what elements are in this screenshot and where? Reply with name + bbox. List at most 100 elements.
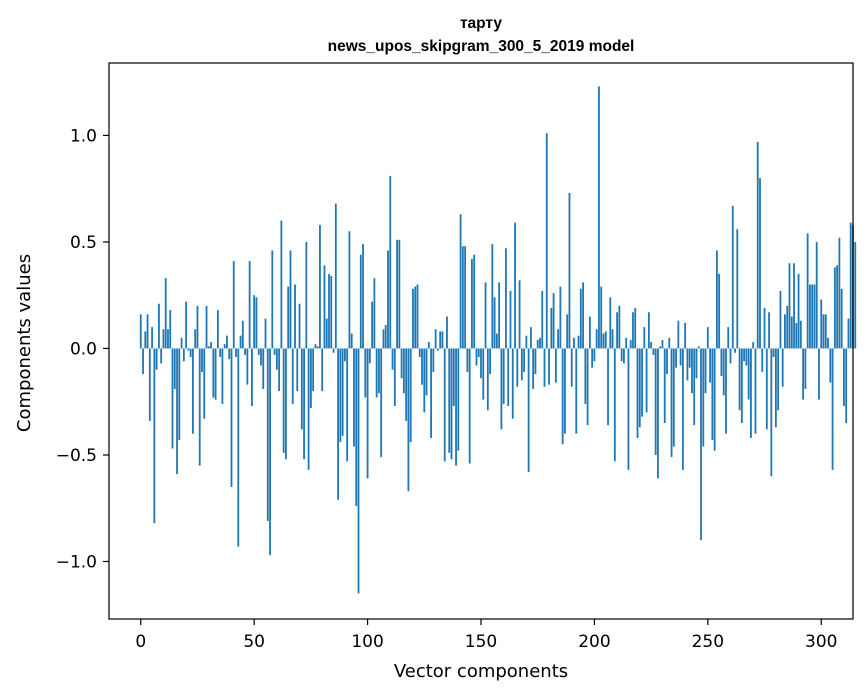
bar [384, 325, 387, 349]
bar [672, 348, 675, 447]
bar [511, 348, 514, 419]
bar [164, 278, 167, 349]
bar [178, 348, 181, 441]
bar [221, 348, 224, 404]
bar [198, 348, 201, 466]
bar [291, 348, 294, 404]
bar [838, 237, 841, 349]
bar [378, 348, 380, 394]
x-axis-ticks: 0 50 100 150 200 250 300 [135, 619, 837, 652]
bar [809, 284, 811, 349]
bar [700, 348, 702, 541]
bar [275, 348, 278, 370]
bar [520, 348, 523, 381]
bar [366, 348, 369, 479]
bar [752, 342, 755, 349]
bar [564, 348, 566, 434]
bar [382, 329, 385, 349]
bar [298, 303, 301, 349]
bar [330, 276, 333, 349]
bar [480, 348, 482, 379]
bar [321, 348, 324, 392]
bar [423, 348, 426, 413]
x-tick-label: 0 [135, 632, 146, 652]
bar [230, 348, 233, 487]
bar [616, 312, 618, 349]
bar [527, 348, 530, 473]
bar [387, 250, 389, 349]
bar [391, 348, 394, 370]
bar [750, 348, 752, 438]
bar [602, 333, 605, 349]
bar [396, 239, 398, 349]
y-axis-ticks: −1.0 −0.5 0.0 0.5 1.0 [56, 126, 109, 572]
bar [659, 346, 662, 349]
bar [793, 263, 795, 349]
bar [362, 244, 364, 349]
bar [582, 282, 584, 349]
bar [162, 329, 165, 349]
bar [539, 337, 541, 349]
bar [232, 261, 235, 349]
bar [450, 348, 453, 460]
bar [568, 192, 571, 349]
bar [355, 348, 358, 507]
bar [348, 231, 351, 349]
bar [344, 348, 346, 362]
bar [550, 307, 553, 349]
bar [831, 348, 834, 470]
bar [566, 314, 569, 349]
bar [727, 327, 730, 349]
bar [196, 305, 199, 349]
bar [824, 314, 827, 349]
bar [432, 348, 435, 372]
bar [402, 348, 405, 394]
bar [289, 250, 292, 349]
bar [643, 327, 646, 349]
bar [777, 348, 780, 411]
bar [142, 348, 144, 375]
bar [788, 263, 791, 349]
bar [695, 348, 698, 379]
bar [228, 348, 231, 360]
bar [584, 348, 587, 404]
bars-group [139, 86, 857, 594]
bar [668, 337, 671, 349]
bar [681, 348, 684, 470]
bar [618, 305, 621, 349]
bar [820, 299, 823, 349]
bar [654, 348, 657, 455]
x-tick-label: 100 [351, 632, 383, 652]
bar [312, 348, 315, 392]
bar [207, 346, 210, 349]
bar [623, 348, 625, 364]
bar [257, 348, 260, 355]
bar [575, 348, 578, 434]
bar [260, 348, 262, 366]
bar [498, 282, 501, 349]
bar [409, 348, 412, 443]
bar [210, 342, 212, 349]
bar [303, 348, 305, 460]
bar [795, 322, 798, 349]
bar [491, 244, 494, 349]
bar [509, 290, 512, 349]
bar [625, 337, 628, 349]
bar [309, 348, 312, 409]
bar [380, 348, 383, 458]
bar [797, 273, 800, 349]
bar [577, 335, 580, 349]
bar [241, 320, 244, 349]
bar [337, 348, 339, 500]
bar [613, 348, 616, 462]
bar [738, 348, 741, 411]
bar [629, 339, 632, 349]
bar [607, 348, 609, 426]
bar [638, 348, 641, 428]
bar [296, 348, 299, 392]
bar [461, 246, 464, 349]
bar [593, 348, 596, 362]
bar [173, 348, 176, 389]
bar [725, 348, 727, 434]
